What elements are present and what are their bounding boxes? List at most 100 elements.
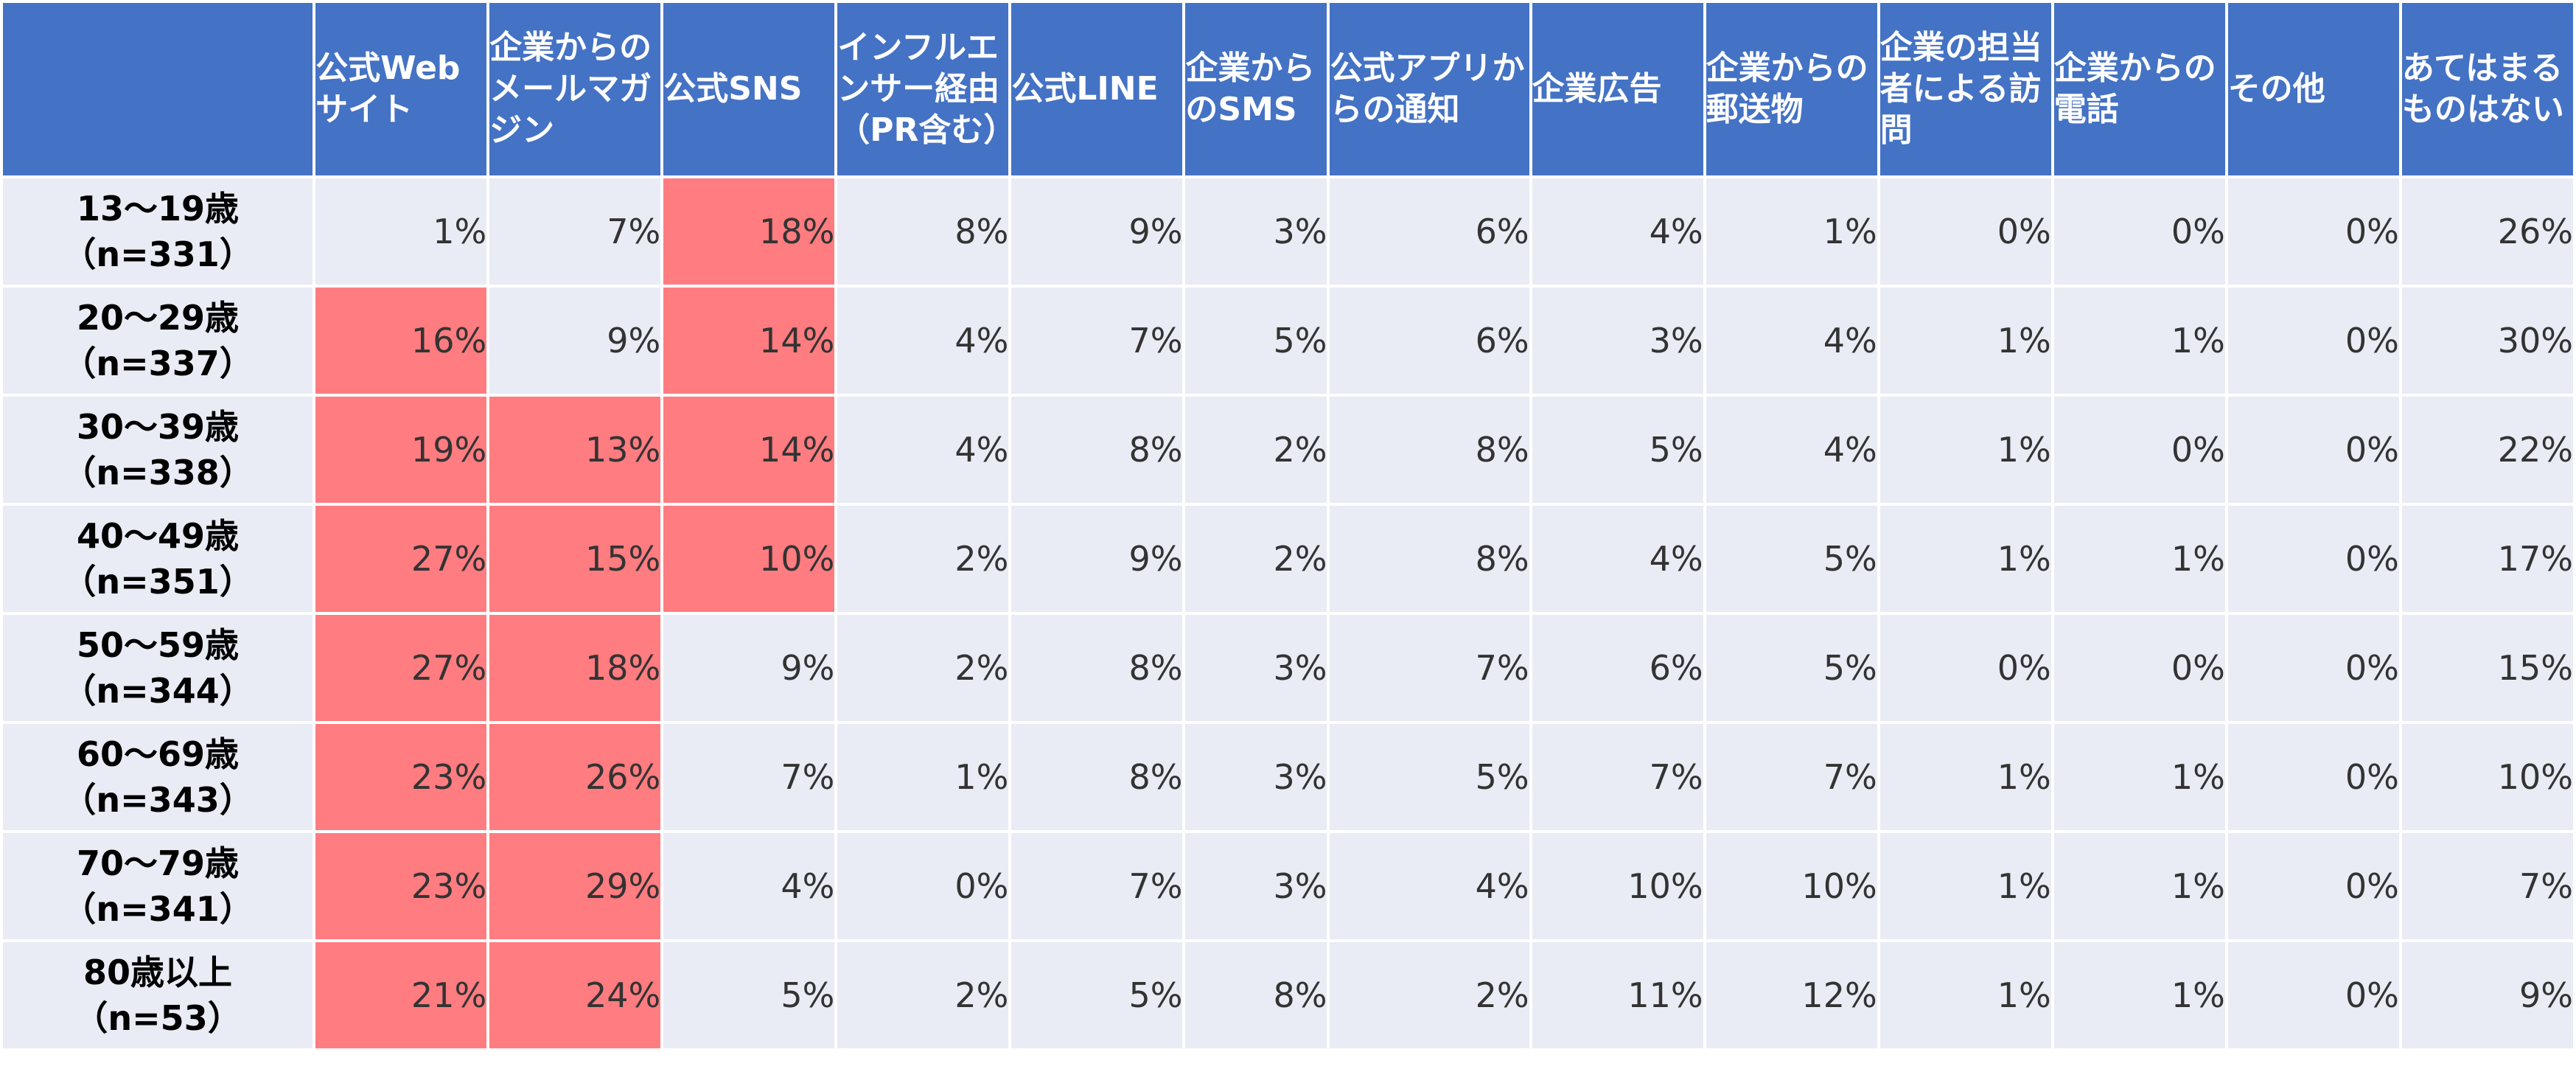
column-header: 企業の担当者による訪問 <box>1879 3 2051 175</box>
value-cell: 2% <box>837 942 1009 1048</box>
value-cell: 8% <box>1011 397 1183 503</box>
column-header: 公式Webサイト <box>315 3 487 175</box>
age-group-label: 13～19歳 <box>77 189 240 229</box>
value-cell: 0% <box>2227 615 2399 721</box>
value-cell: 1% <box>2053 288 2225 394</box>
table-row: 70～79歳 （n=341） 23% 29% 4% 0% 7% 3% 4% 10% 10% 1% 1% 0… <box>3 833 2573 939</box>
value-cell: 6% <box>1532 615 1703 721</box>
highlighted-value-cell: 29% <box>489 833 661 939</box>
value-cell: 22% <box>2401 397 2573 503</box>
value-cell: 5% <box>1011 942 1183 1048</box>
table-row: 50～59歳 （n=344） 27% 18% 9% 2% 8% 3% 7% 6% 5% 0% 0% 0% 1… <box>3 615 2573 721</box>
value-cell: 0% <box>837 833 1009 939</box>
value-cell: 7% <box>1330 615 1529 721</box>
value-cell: 7% <box>489 178 661 285</box>
value-cell: 4% <box>837 397 1009 503</box>
highlighted-value-cell: 27% <box>315 615 487 721</box>
age-group-label: 80歳以上 <box>83 953 233 992</box>
sample-size-label: （n=351） <box>62 562 254 602</box>
row-header: 80歳以上 （n=53） <box>3 942 313 1048</box>
row-header: 50～59歳 （n=344） <box>3 615 313 721</box>
value-cell: 0% <box>2227 178 2399 285</box>
value-cell: 7% <box>1011 288 1183 394</box>
highlighted-value-cell: 26% <box>489 724 661 830</box>
column-header: 公式LINE <box>1011 3 1183 175</box>
table-row: 13～19歳 （n=331） 1% 7% 18% 8% 9% 3% 6% 4% 1% 0% 0% 0% 26… <box>3 178 2573 285</box>
value-cell: 30% <box>2401 288 2573 394</box>
row-header: 60～69歳 （n=343） <box>3 724 313 830</box>
value-cell: 1% <box>2053 724 2225 830</box>
value-cell: 1% <box>1706 178 1877 285</box>
value-cell: 1% <box>1879 288 2051 394</box>
age-group-label: 50～59歳 <box>77 625 240 665</box>
highlighted-value-cell: 23% <box>315 724 487 830</box>
value-cell: 2% <box>1330 942 1529 1048</box>
highlighted-value-cell: 18% <box>489 615 661 721</box>
highlighted-value-cell: 23% <box>315 833 487 939</box>
value-cell: 1% <box>2053 506 2225 612</box>
value-cell: 0% <box>2227 506 2399 612</box>
column-header: インフルエンサー経由（PR含む） <box>837 3 1009 175</box>
table-row: 80歳以上 （n=53） 21% 24% 5% 2% 5% 8% 2% 11% 12% 1% 1% 0% 9… <box>3 942 2573 1048</box>
value-cell: 1% <box>1879 397 2051 503</box>
value-cell: 0% <box>2227 288 2399 394</box>
sample-size-label: （n=341） <box>62 889 254 929</box>
value-cell: 4% <box>837 288 1009 394</box>
value-cell: 1% <box>1879 942 2051 1048</box>
value-cell: 6% <box>1330 178 1529 285</box>
table-row: 60～69歳 （n=343） 23% 26% 7% 1% 8% 3% 5% 7% 7% 1% 1% 0% 1… <box>3 724 2573 830</box>
table-row: 30～39歳 （n=338） 19% 13% 14% 4% 8% 2% 8% 5% 4% 1% 0% 0%… <box>3 397 2573 503</box>
value-cell: 0% <box>1879 615 2051 721</box>
value-cell: 4% <box>1330 833 1529 939</box>
value-cell: 3% <box>1185 178 1327 285</box>
value-cell: 11% <box>1532 942 1703 1048</box>
value-cell: 1% <box>315 178 487 285</box>
table-body: 13～19歳 （n=331） 1% 7% 18% 8% 9% 3% 6% 4% 1% 0% 0% 0% 26… <box>3 178 2573 1048</box>
value-cell: 1% <box>1879 833 2051 939</box>
age-group-label: 70～79歳 <box>77 843 240 883</box>
sample-size-label: （n=344） <box>62 671 254 711</box>
value-cell: 5% <box>1532 397 1703 503</box>
sample-size-label: （n=337） <box>62 344 254 383</box>
value-cell: 3% <box>1185 724 1327 830</box>
age-group-label: 40～49歳 <box>77 516 240 556</box>
age-group-label: 60～69歳 <box>77 734 240 774</box>
value-cell: 7% <box>663 724 835 830</box>
sample-size-label: （n=338） <box>62 453 254 492</box>
value-cell: 10% <box>1706 833 1877 939</box>
row-header: 70～79歳 （n=341） <box>3 833 313 939</box>
value-cell: 9% <box>1011 178 1183 285</box>
row-header: 30～39歳 （n=338） <box>3 397 313 503</box>
value-cell: 9% <box>2401 942 2573 1048</box>
value-cell: 2% <box>837 506 1009 612</box>
value-cell: 2% <box>837 615 1009 721</box>
column-header: 企業からの郵送物 <box>1706 3 1877 175</box>
age-group-label: 20～29歳 <box>77 298 240 338</box>
sample-size-label: （n=331） <box>62 234 254 274</box>
value-cell: 3% <box>1185 615 1327 721</box>
highlighted-value-cell: 16% <box>315 288 487 394</box>
value-cell: 1% <box>1879 506 2051 612</box>
value-cell: 0% <box>2053 178 2225 285</box>
value-cell: 4% <box>1706 397 1877 503</box>
highlighted-value-cell: 10% <box>663 506 835 612</box>
value-cell: 17% <box>2401 506 2573 612</box>
value-cell: 5% <box>663 942 835 1048</box>
row-header: 20～29歳 （n=337） <box>3 288 313 394</box>
value-cell: 0% <box>2053 615 2225 721</box>
value-cell: 7% <box>1532 724 1703 830</box>
value-cell: 4% <box>1706 288 1877 394</box>
highlighted-value-cell: 15% <box>489 506 661 612</box>
value-cell: 0% <box>2227 724 2399 830</box>
value-cell: 2% <box>1185 506 1327 612</box>
value-cell: 4% <box>1532 506 1703 612</box>
value-cell: 9% <box>489 288 661 394</box>
value-cell: 8% <box>1330 506 1529 612</box>
highlighted-value-cell: 19% <box>315 397 487 503</box>
column-header: 企業広告 <box>1532 3 1703 175</box>
value-cell: 8% <box>1330 397 1529 503</box>
value-cell: 12% <box>1706 942 1877 1048</box>
value-cell: 4% <box>1532 178 1703 285</box>
highlighted-value-cell: 24% <box>489 942 661 1048</box>
